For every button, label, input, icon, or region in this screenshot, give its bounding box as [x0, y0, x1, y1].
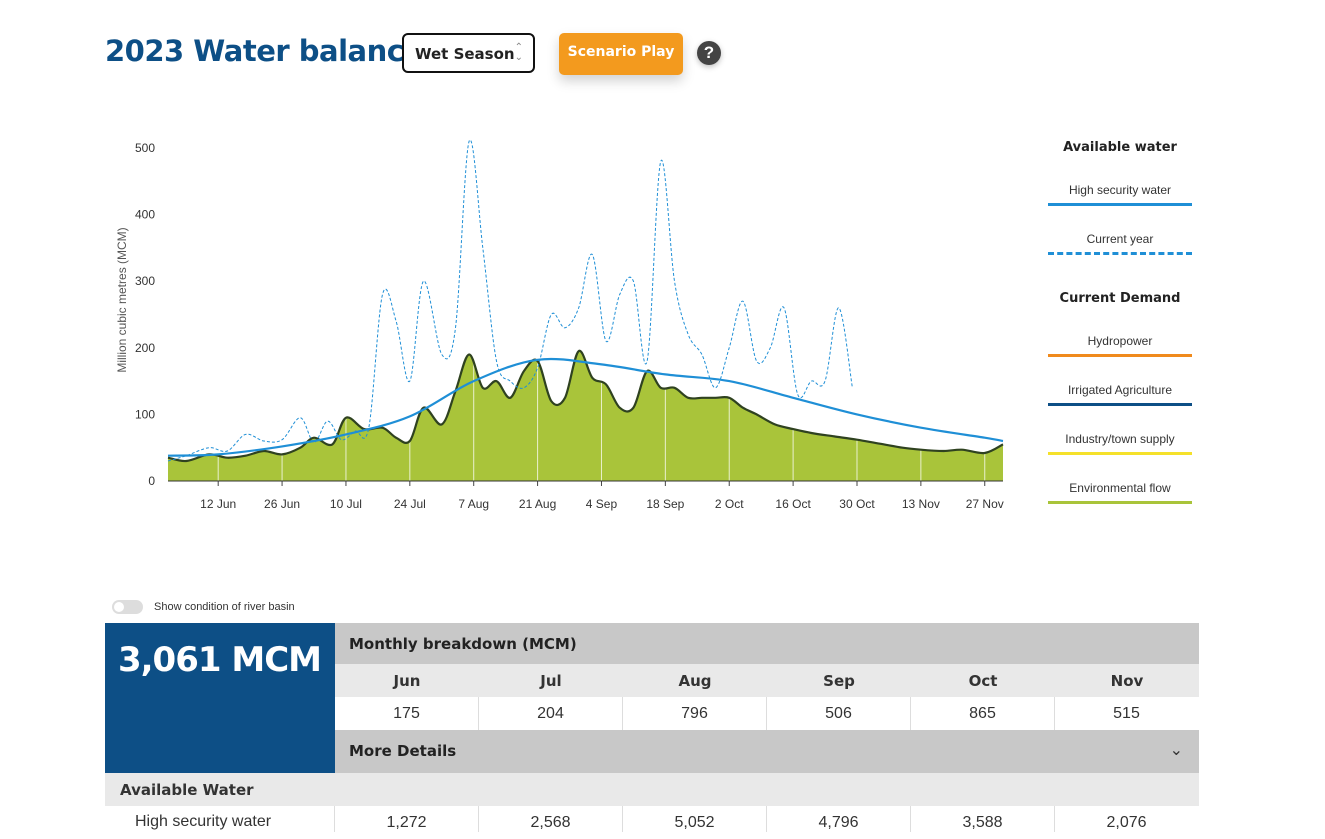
scenario-play-label: Scenario Play [567, 44, 675, 60]
x-tick-label: 18 Sep [646, 497, 684, 511]
legend-current-year-swatch [1048, 252, 1192, 255]
months-row: Jun Jul Aug Sep Oct Nov [335, 664, 1199, 697]
more-details-label: More Details [349, 742, 457, 760]
month-value: 175 [335, 697, 479, 730]
available-water-label: Available Water [120, 781, 254, 799]
legend-high-security-swatch [1048, 203, 1192, 206]
legend-environmental-flow-label[interactable]: Environmental flow [1069, 481, 1171, 495]
x-tick-label: 7 Aug [458, 497, 489, 511]
x-tick-label: 12 Jun [200, 497, 236, 511]
month-header: Nov [1110, 672, 1144, 690]
x-tick-label: 13 Nov [902, 497, 940, 511]
x-tick-label: 24 Jul [394, 497, 426, 511]
chevron-updown-icon: ⌃ ⌄ [514, 42, 523, 63]
high-security-value: 4,796 [767, 806, 911, 832]
total-value: 3,061 MCM [117, 640, 322, 680]
season-select[interactable]: Wet Season ⌃ ⌄ [402, 33, 535, 73]
month-header: Jun [393, 672, 421, 690]
legend-environmental-flow-swatch [1048, 501, 1192, 504]
scenario-play-button[interactable]: Scenario Play [559, 33, 683, 75]
monthly-breakdown-title: Monthly breakdown (MCM) [349, 635, 577, 653]
current-year-line [167, 139, 853, 462]
x-tick-label: 4 Sep [586, 497, 618, 511]
month-header: Aug [678, 672, 712, 690]
high-security-water-line [167, 357, 1004, 457]
environmental-flow-area [168, 350, 1003, 481]
high-security-label-cell: High security water [105, 806, 335, 832]
legend-hydropower-label[interactable]: Hydropower [1087, 334, 1153, 348]
month-header: Oct [968, 672, 998, 690]
month-header: Jul [540, 672, 562, 690]
y-tick-label: 300 [135, 274, 155, 288]
month-value: 515 [1113, 705, 1140, 722]
monthly-breakdown-header: Monthly breakdown (MCM) [335, 623, 1199, 664]
river-basin-toggle-label: Show condition of river basin [154, 601, 295, 613]
high-security-value: 1,272 [335, 806, 479, 832]
high-security-row: High security water 1,272 2,568 5,052 4,… [105, 806, 1199, 832]
x-tick-label: 30 Oct [839, 497, 875, 511]
page-header: 2023 Water balance Wet Season ⌃ ⌄ Scenari… [0, 0, 1325, 110]
environmental-flow-line [167, 349, 1004, 463]
y-axis-label: Million cubic metres (MCM) [115, 227, 129, 372]
x-tick-label: 27 Nov [966, 497, 1004, 511]
available-water-row: Available Water [105, 773, 1199, 806]
y-tick-label: 400 [135, 208, 155, 222]
month-value: 506 [767, 697, 911, 730]
chart-legend: Available water High security water Curr… [1040, 120, 1210, 520]
y-tick-label: 200 [135, 341, 155, 355]
legend-demand-heading: Current Demand [1059, 291, 1181, 306]
legend-irrigated-agriculture-label[interactable]: Irrigated Agriculture [1067, 383, 1173, 397]
high-security-value: 3,588 [911, 806, 1055, 832]
x-tick-label: 2 Oct [715, 497, 744, 511]
river-basin-toggle[interactable] [112, 600, 143, 614]
x-tick-label: 26 Jun [264, 497, 300, 511]
more-details-toggle[interactable]: More Details ⌄ [335, 730, 1199, 773]
legend-industry-swatch [1048, 452, 1192, 455]
x-tick-label: 10 Jul [330, 497, 362, 511]
x-tick-label: 16 Oct [775, 497, 811, 511]
legend-hydropower-swatch [1048, 354, 1192, 357]
month-header: Sep [823, 672, 855, 690]
toggle-knob [114, 602, 124, 612]
high-security-value: 2,568 [479, 806, 623, 832]
high-security-value: 5,052 [623, 806, 767, 832]
x-tick-label: 21 Aug [519, 497, 556, 511]
y-tick-label: 0 [148, 474, 155, 488]
month-value: 796 [623, 697, 767, 730]
page-title: 2023 Water balance [105, 34, 423, 68]
legend-available-heading: Available water [1063, 140, 1177, 155]
monthly-values-row: 175 204 796 506 865 515 [335, 697, 1199, 730]
y-tick-label: 100 [135, 407, 155, 421]
legend-irrigated-agriculture-swatch [1048, 403, 1192, 406]
legend-industry-label[interactable]: Industry/town supply [1065, 432, 1175, 446]
water-balance-chart: 12 Jun 26 Jun 10 Jul 24 Jul 7 Aug 21 Aug 4 Sep… [115, 139, 1004, 511]
y-tick-label: 500 [135, 141, 155, 155]
month-value: 204 [479, 697, 623, 730]
help-icon[interactable]: ? [697, 41, 721, 65]
legend-current-year-label[interactable]: Current year [1086, 232, 1154, 246]
total-panel: 3,061 MCM [105, 623, 335, 773]
chevron-down-icon: ⌄ [1169, 742, 1183, 759]
season-select-value: Wet Season [415, 45, 515, 63]
high-security-value: 2,076 [1106, 814, 1147, 831]
legend-high-security-label[interactable]: High security water [1068, 183, 1172, 197]
month-value: 865 [911, 697, 1055, 730]
high-security-label: High security water [135, 813, 272, 830]
